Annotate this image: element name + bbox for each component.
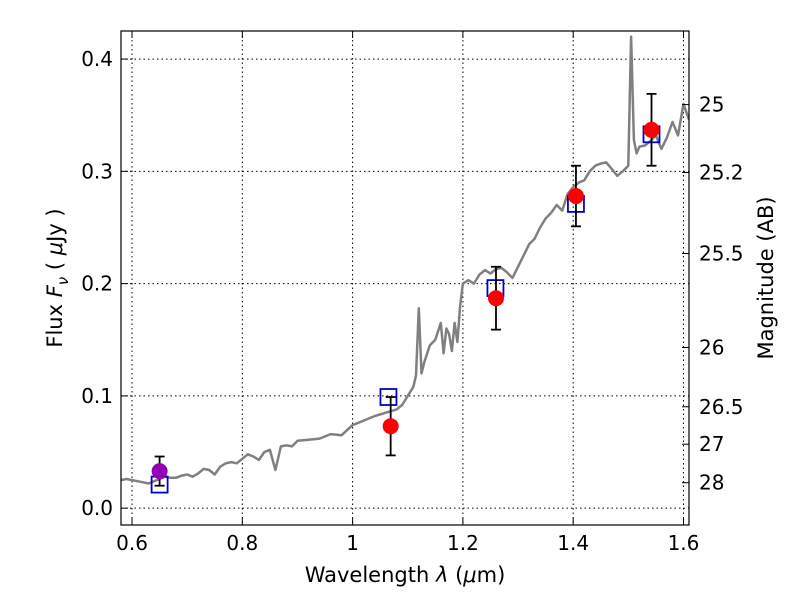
y2-tick-label-4: 26.5 <box>699 395 744 419</box>
x-tick-label-5: 1.6 <box>668 531 700 555</box>
plot-frame <box>120 30 690 526</box>
y2-axis-title: Magnitude (AB) <box>754 196 778 359</box>
plot-series <box>121 35 689 494</box>
tick-labels: 0.6 0.8 1 1.2 1.4 1.6 0.0 0.1 0.2 0.3 0.4 25 25.2 25.… <box>81 47 743 555</box>
y2-tick-label-2: 25.5 <box>699 242 744 266</box>
y-tick-label-4: 0.4 <box>81 47 113 71</box>
model-spectrum-line <box>121 35 689 485</box>
y-axis-title: Flux Fν ( μJy ) <box>43 208 72 347</box>
y2-tick-label-6: 28 <box>699 471 724 495</box>
observation-point-3 <box>567 188 584 205</box>
y-tick-label-2: 0.2 <box>81 272 113 296</box>
observation-point-4 <box>643 121 660 138</box>
y-tick-label-0: 0.0 <box>81 496 113 520</box>
x-tick-label-2: 1 <box>346 531 359 555</box>
y2-tick-label-1: 25.2 <box>699 160 744 184</box>
y2-tick-label-0: 25 <box>699 93 724 117</box>
x-tick-label-3: 1.2 <box>447 531 479 555</box>
axes <box>120 30 690 526</box>
model-box-1 <box>379 388 398 406</box>
observation-point-2 <box>487 290 504 307</box>
y-tick-label-1: 0.1 <box>81 384 113 408</box>
y-tick-label-3: 0.3 <box>81 159 113 183</box>
y2-tick-label-3: 26 <box>699 335 724 359</box>
observation-point-0 <box>151 463 168 480</box>
grid <box>121 31 689 525</box>
x-tick-label-0: 0.6 <box>116 531 148 555</box>
x-axis-title: Wavelength λ (μm) <box>305 563 506 587</box>
x-tick-label-4: 1.4 <box>557 531 589 555</box>
observation-point-1 <box>382 418 399 435</box>
y2-tick-label-5: 27 <box>699 432 724 456</box>
x-tick-label-1: 0.8 <box>226 531 258 555</box>
